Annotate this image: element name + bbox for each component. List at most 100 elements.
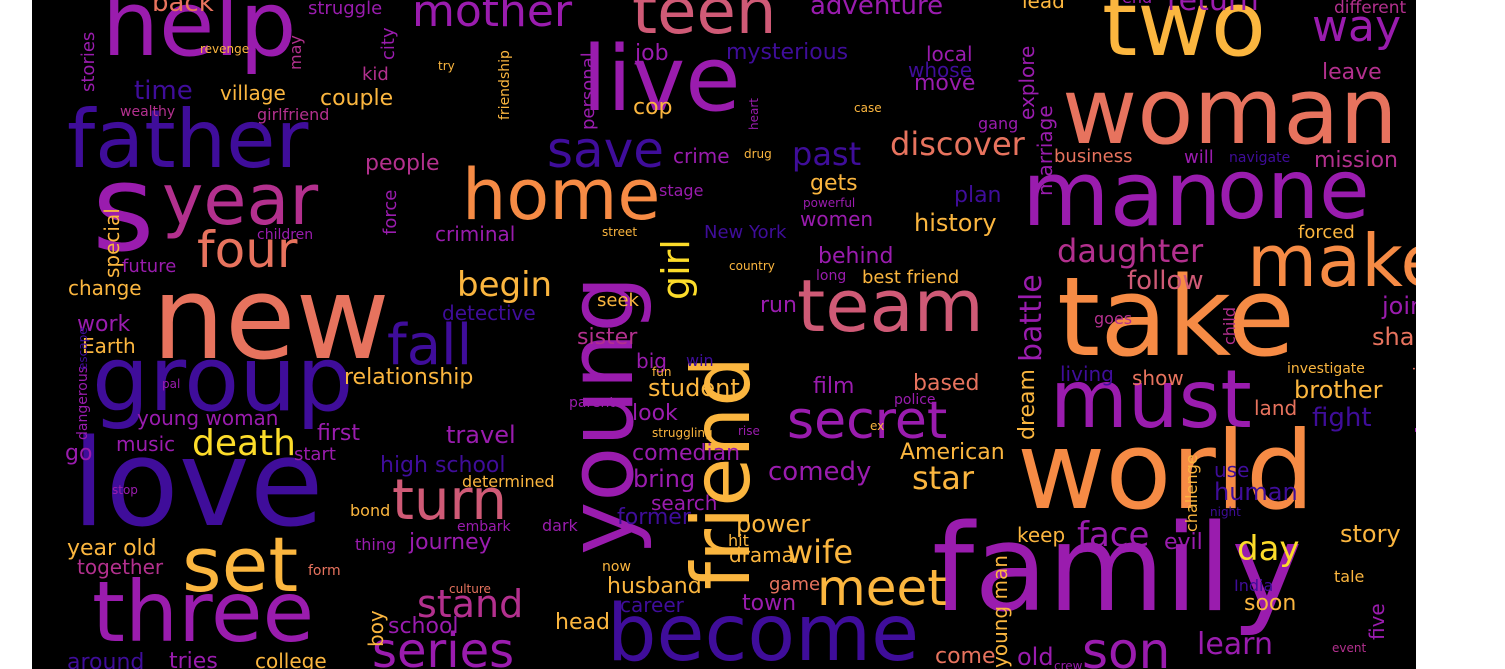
cloud-word: back	[152, 0, 214, 18]
cloud-word: team	[797, 264, 984, 348]
cloud-word: crime	[673, 144, 730, 168]
cloud-word: girlfriend	[257, 105, 330, 124]
cloud-word: battle	[1014, 274, 1049, 362]
cloud-word: death	[192, 423, 296, 464]
cloud-word: stop	[112, 483, 138, 497]
cloud-word: five	[1365, 603, 1389, 640]
cloud-word: form	[308, 563, 341, 579]
cloud-word: three	[92, 563, 315, 661]
cloud-word: first	[317, 421, 360, 446]
cloud-word: New York	[704, 222, 787, 243]
cloud-word: wealthy	[120, 104, 176, 120]
cloud-word: culture	[449, 582, 491, 596]
cloud-word: heart	[747, 98, 761, 130]
cloud-word: begin	[457, 265, 553, 305]
cloud-word: drug	[744, 147, 772, 161]
cloud-word: thing	[355, 535, 397, 554]
cloud-word: sister	[577, 325, 638, 350]
cloud-word: forced	[1298, 222, 1355, 243]
cloud-word: Earth	[82, 334, 136, 358]
cloud-word: turn	[392, 468, 507, 533]
cloud-word: world	[1017, 409, 1315, 534]
cloud-word: college	[255, 649, 327, 669]
cloud-word: goes	[1094, 309, 1133, 328]
cloud-word: based	[913, 371, 980, 396]
cloud-word: wife	[787, 533, 854, 571]
cloud-word: business	[1054, 146, 1133, 167]
cloud-word: criminal	[435, 222, 516, 246]
cloud-word: friendship	[497, 50, 513, 120]
cloud-word: soon	[1244, 591, 1297, 616]
cloud-word: teen	[632, 0, 777, 49]
cloud-word: woman	[1062, 58, 1398, 165]
cloud-word: big	[636, 349, 667, 373]
cloud-word: look	[632, 401, 678, 426]
cloud-word: seek	[597, 290, 639, 311]
cloud-word: move	[914, 71, 976, 96]
cloud-word: win	[686, 351, 714, 370]
cloud-word: discover	[890, 125, 1025, 163]
cloud-word: struggling	[652, 426, 713, 440]
cloud-word: day	[1237, 529, 1300, 569]
cloud-word: set	[182, 520, 299, 609]
cloud-word: learn	[1197, 627, 1273, 662]
cloud-word: story	[1340, 520, 1401, 548]
cloud-word: powerful	[803, 196, 856, 210]
cloud-word: best friend	[862, 267, 960, 288]
cloud-word: father	[67, 93, 309, 186]
cloud-word: marriage	[1033, 105, 1057, 196]
cloud-word: history	[914, 209, 997, 237]
cloud-word: living	[1060, 362, 1114, 386]
cloud-word: now	[602, 559, 631, 575]
cloud-word: make	[1247, 219, 1416, 303]
cloud-word: determined	[462, 472, 555, 491]
cloud-word: girl	[654, 239, 698, 300]
cloud-word: share	[1372, 323, 1416, 351]
cloud-word: student	[648, 374, 740, 402]
cloud-word: people	[365, 151, 440, 176]
cloud-word: two	[1102, 0, 1266, 77]
cloud-word: search	[651, 491, 718, 515]
cloud-word: former	[617, 505, 691, 530]
cloud-word: bring	[633, 465, 696, 493]
cloud-word: join	[1382, 292, 1416, 320]
cloud-word: use	[1214, 458, 1250, 482]
cloud-word: village	[220, 81, 286, 105]
cloud-word: will	[1184, 147, 1214, 168]
cloud-word: stage	[659, 181, 704, 200]
cloud-word: star	[912, 459, 974, 497]
cloud-word: man	[1022, 142, 1222, 247]
cloud-word: hit	[728, 531, 749, 550]
cloud-word: gang	[978, 114, 1019, 133]
cloud-word: go	[65, 441, 93, 466]
cloud-word: game	[769, 574, 821, 595]
word-cloud: lifefindlovenewfamilyworldtakewomantwoma…	[32, 0, 1416, 669]
cloud-word: home	[462, 154, 661, 236]
cloud-word: face	[1077, 515, 1150, 555]
cloud-word: children	[257, 227, 314, 243]
cloud-word: challenge	[1182, 454, 1201, 532]
cloud-word: change	[68, 276, 142, 300]
cloud-word: work	[77, 312, 131, 337]
cloud-word: night	[1210, 505, 1241, 519]
cloud-word: follow	[1127, 266, 1204, 296]
cloud-word: lead	[1022, 0, 1065, 13]
cloud-word: future	[122, 256, 177, 277]
cloud-word: save	[547, 121, 665, 179]
cloud-word: struggle	[308, 0, 383, 19]
cloud-word: brother	[1294, 376, 1383, 404]
cloud-word: keep	[1017, 523, 1066, 547]
cloud-word: relationship	[344, 365, 474, 390]
cloud-word: return	[1167, 0, 1259, 18]
cloud-word: run	[760, 293, 797, 318]
cloud-word: one	[1217, 143, 1370, 238]
cloud-word: investigate	[1287, 361, 1365, 377]
cloud-word: force	[380, 189, 401, 235]
cloud-word: s	[92, 140, 155, 279]
cloud-word: daughter	[1057, 232, 1204, 270]
cloud-word: fall	[387, 313, 473, 378]
cloud-word: personal	[578, 52, 599, 130]
cloud-word: leave	[1322, 60, 1382, 85]
cloud-word: land	[1254, 396, 1298, 420]
cloud-word: job	[635, 41, 669, 66]
